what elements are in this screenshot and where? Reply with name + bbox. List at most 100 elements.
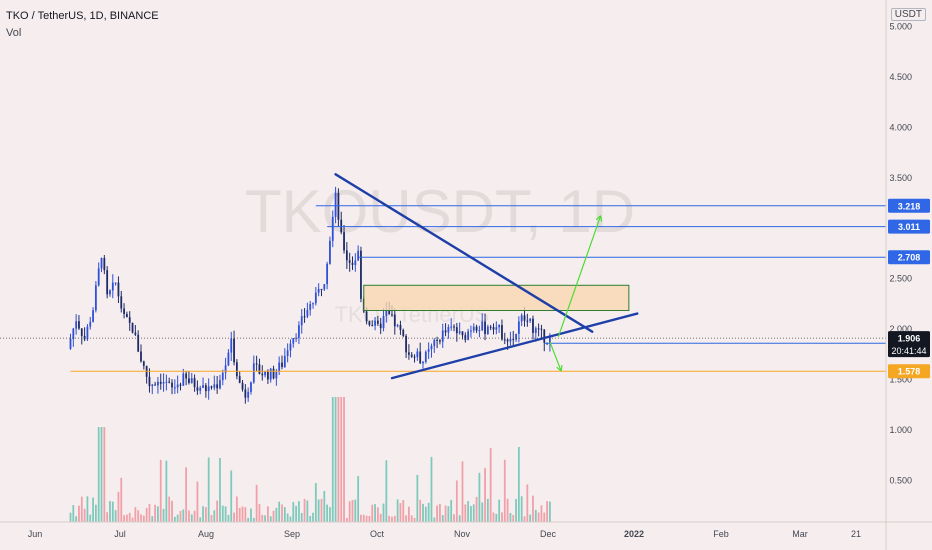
volume-bar [117, 491, 120, 522]
price-badge-bg [888, 219, 930, 234]
y-tick-label: 2.000 [889, 324, 912, 334]
x-tick-label: Jul [114, 529, 126, 539]
volume-bar [520, 496, 523, 522]
candle-body [188, 378, 190, 383]
volume-bar [368, 515, 371, 522]
breakout-up-arrow[interactable] [557, 215, 603, 337]
price-badge-bg [888, 198, 930, 213]
volume-bar [312, 512, 314, 522]
volume-bar [196, 481, 199, 522]
volume-bar [354, 499, 357, 522]
volume-bar [340, 397, 343, 522]
price-badge-label: 1.906 [898, 334, 921, 344]
volume-bar [331, 397, 334, 522]
volume-bar [151, 516, 154, 522]
candle-body [520, 315, 523, 322]
candle-body [439, 340, 441, 342]
descending-trendline[interactable] [334, 173, 594, 333]
volume-bar [83, 508, 86, 522]
candle-body [244, 389, 247, 398]
volume-bar [86, 496, 89, 522]
arrow-head [600, 215, 603, 222]
volume-bar [204, 507, 207, 522]
candle-body [371, 325, 374, 327]
candle-body [481, 321, 484, 331]
candle-body [216, 384, 219, 389]
volume-bar [529, 514, 532, 522]
price-badge: 3.011 [888, 219, 930, 234]
candle-body [399, 325, 402, 331]
volume-bar [413, 517, 416, 522]
candle-body [343, 232, 345, 251]
volume-bar [244, 507, 247, 522]
volume-bar [193, 510, 196, 522]
candle-body [455, 327, 458, 334]
volume-bar [306, 500, 309, 522]
candle-body [396, 325, 399, 327]
candle-body [80, 328, 83, 336]
volume-bar [376, 507, 379, 522]
volume-bar [458, 515, 461, 522]
volume-bar [176, 514, 179, 522]
chart-title: TKO / TetherUS, 1D, BINANCE [6, 10, 159, 22]
volume-bar [549, 501, 551, 522]
volume-bar [199, 517, 202, 522]
volume-bar [447, 506, 450, 522]
currency-button[interactable]: USDT [890, 8, 926, 21]
candle-body [317, 288, 320, 293]
candle-body [238, 376, 241, 383]
breakdown-arrow[interactable] [549, 341, 563, 372]
volume-bar [269, 516, 272, 522]
candle-body [78, 321, 80, 329]
candle-body [281, 362, 283, 367]
volume-bar [475, 496, 478, 522]
price-badge-label: 3.011 [898, 222, 920, 232]
candle-body [83, 335, 86, 340]
volume-bar [283, 507, 286, 522]
candle-body [365, 311, 368, 322]
candle-body [134, 332, 137, 335]
candle-body [410, 354, 413, 357]
volume-bar [148, 503, 151, 522]
volume-bar [213, 510, 216, 522]
candle-body [303, 316, 306, 318]
candle-body [441, 330, 444, 342]
ascending-trendline[interactable] [390, 312, 639, 380]
volume-bar [498, 499, 501, 522]
volume-bar [109, 501, 111, 522]
volume-bar [546, 501, 548, 522]
candle-body [148, 376, 151, 387]
candle-body [120, 296, 123, 309]
candle-body [334, 192, 337, 217]
volume-bar [267, 506, 269, 522]
candle-body [86, 326, 89, 340]
volume-bar [300, 512, 303, 522]
volume-bar [159, 459, 162, 522]
volume-bar [103, 427, 106, 522]
candle-body [498, 325, 501, 328]
volume-bar [281, 504, 283, 522]
volume-bar [523, 516, 526, 522]
supply-zone[interactable] [363, 284, 630, 312]
candle-body [295, 337, 297, 339]
volume-bar [173, 516, 176, 522]
candle-body [512, 338, 515, 340]
candle-body [292, 338, 295, 344]
candle-body [300, 316, 303, 326]
candle-body [193, 378, 196, 388]
volume-bar [365, 515, 368, 522]
volume-indicator-label[interactable]: Vol [6, 27, 22, 39]
volume-bar [75, 516, 78, 522]
candle-body [306, 309, 309, 317]
volume-bar [185, 467, 188, 522]
volume-bar [391, 516, 393, 522]
volume-bar [92, 497, 94, 522]
candle-body [427, 349, 430, 352]
volume-bar [272, 510, 275, 522]
volume-bar [94, 504, 97, 522]
x-tick-label: Dec [540, 529, 557, 539]
volume-bar [405, 515, 407, 522]
candle-body [447, 327, 450, 333]
volume-bar [241, 506, 244, 522]
